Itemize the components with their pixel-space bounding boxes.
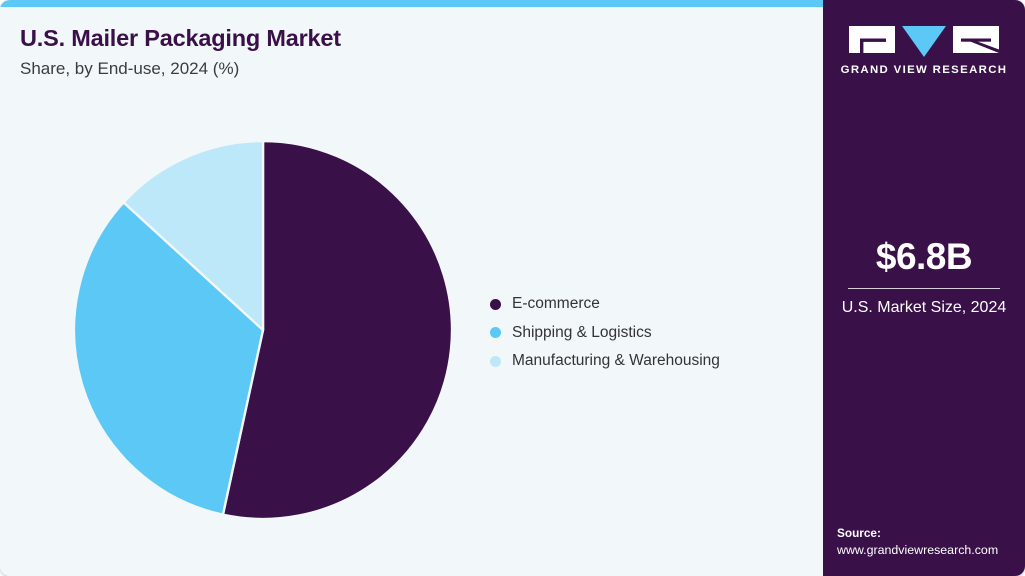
- legend-item-shipping-logistics[interactable]: Shipping & Logistics: [490, 319, 720, 348]
- gvr-logo: GRAND VIEW RESEARCH: [823, 26, 1025, 76]
- legend-item-manufacturing-warehousing[interactable]: Manufacturing & Warehousing: [490, 347, 720, 376]
- gvr-logo-icon: [849, 26, 999, 57]
- legend-item-e-commerce[interactable]: E-commerce: [490, 290, 720, 319]
- chart-legend: E-commerce Shipping & Logistics Manufact…: [490, 290, 720, 376]
- pie-chart: [74, 141, 452, 519]
- brand-panel: GRAND VIEW RESEARCH $6.8B U.S. Market Si…: [823, 0, 1025, 576]
- pie-slice[interactable]: [221, 141, 452, 519]
- legend-item-label: E-commerce: [512, 295, 600, 313]
- page-subtitle: Share, by End-use, 2024 (%): [20, 59, 240, 78]
- divider: [848, 287, 1000, 290]
- market-size-block: $6.8B U.S. Market Size, 2024: [823, 236, 1025, 318]
- market-size-caption: U.S. Market Size, 2024: [841, 299, 1007, 317]
- source-label: Source:: [837, 526, 881, 541]
- pie-chart-svg: [74, 141, 452, 519]
- pie-slice[interactable]: [74, 201, 265, 516]
- source-url[interactable]: www.grandviewresearch.com: [837, 543, 999, 558]
- legend-swatch-icon: [490, 298, 501, 310]
- gvr-logo-text: GRAND VIEW RESEARCH: [840, 64, 1008, 76]
- legend-swatch-icon: [490, 327, 501, 339]
- page-title: U.S. Mailer Packaging Market: [20, 25, 341, 51]
- top-accent-bar: [0, 0, 823, 7]
- pie-slice[interactable]: [122, 141, 265, 332]
- market-size-value: $6.8B: [875, 236, 973, 277]
- chart-main-area: U.S. Mailer Packaging Market Share, by E…: [0, 7, 823, 576]
- legend-swatch-icon: [490, 355, 501, 367]
- source-block: Source: www.grandviewresearch.com: [837, 526, 1025, 559]
- legend-item-label: Shipping & Logistics: [512, 323, 652, 341]
- legend-item-label: Manufacturing & Warehousing: [512, 352, 720, 370]
